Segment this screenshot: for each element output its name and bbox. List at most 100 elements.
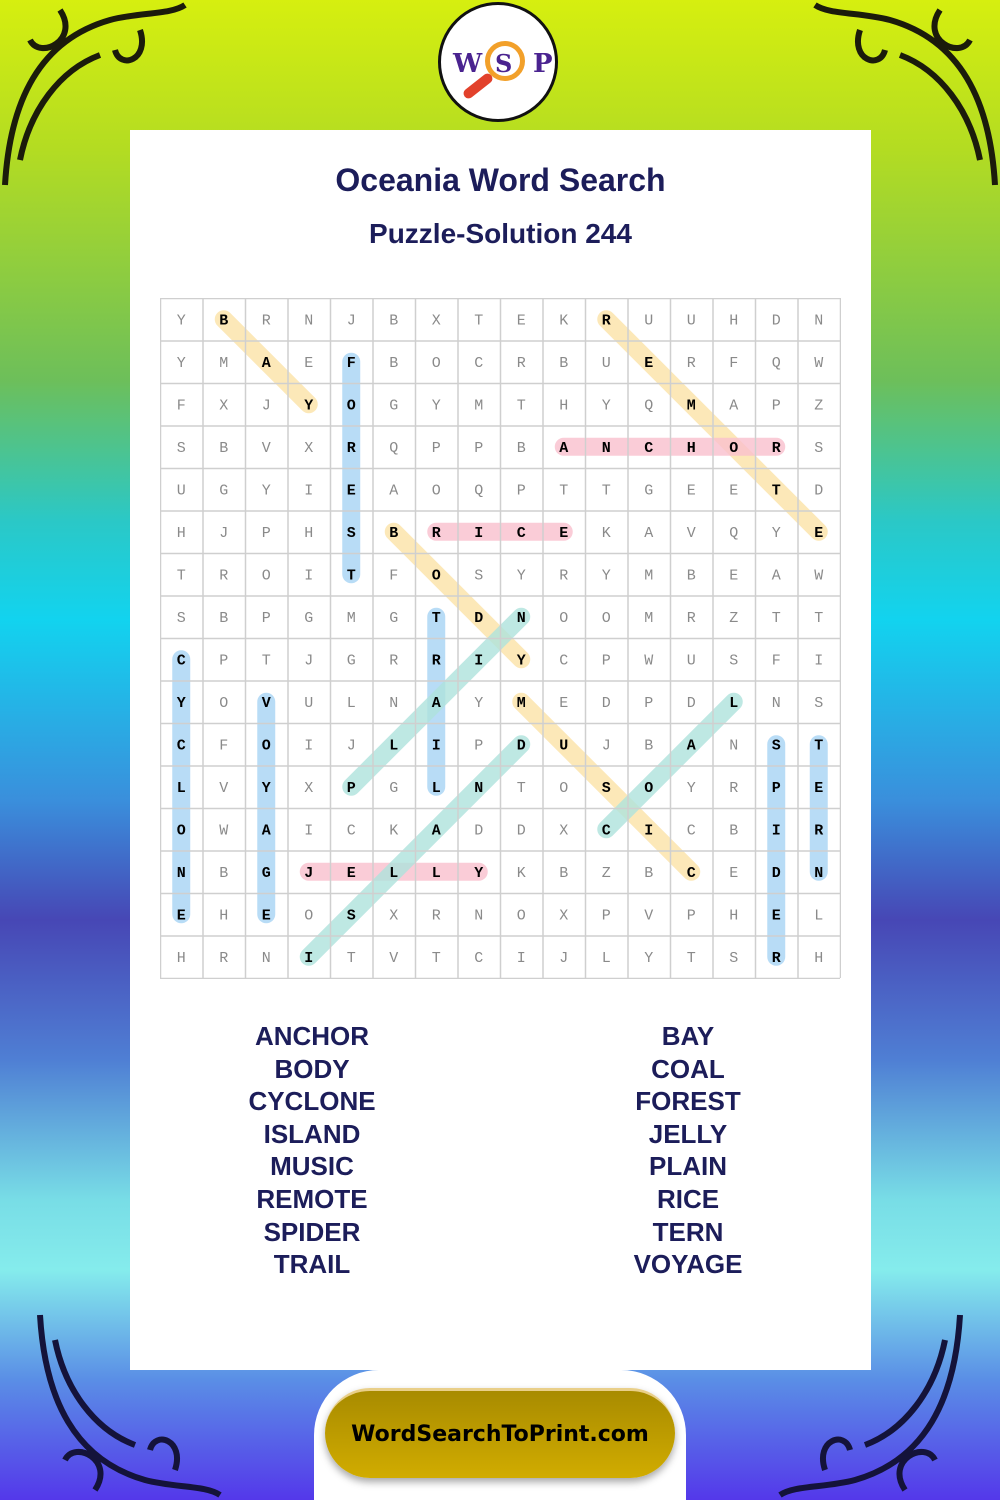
grid-cell-letter[interactable]: B [559,355,568,372]
grid-cell-letter[interactable]: O [432,355,441,372]
grid-cell-letter[interactable]: N [304,312,313,329]
grid-cell-letter[interactable]: Q [644,397,653,414]
grid-cell-letter[interactable]: I [432,737,441,754]
grid-cell-letter[interactable]: B [389,355,398,372]
grid-cell-letter[interactable]: X [304,440,313,457]
grid-cell-letter[interactable]: N [517,610,526,627]
grid-cell-letter[interactable]: Y [772,525,781,542]
grid-cell-letter[interactable]: N [474,907,483,924]
grid-cell-letter[interactable]: T [772,482,781,499]
grid-cell-letter[interactable]: L [729,695,738,712]
grid-cell-letter[interactable]: V [687,525,696,542]
grid-cell-letter[interactable]: M [517,695,526,712]
grid-cell-letter[interactable]: Y [304,397,313,414]
grid-cell-letter[interactable]: J [219,525,228,542]
grid-cell-letter[interactable]: O [644,780,653,797]
grid-cell-letter[interactable]: T [814,737,823,754]
grid-cell-letter[interactable]: R [219,950,228,967]
grid-cell-letter[interactable]: R [687,610,696,627]
grid-cell-letter[interactable]: N [262,950,271,967]
grid-cell-letter[interactable]: D [474,822,483,839]
grid-cell-letter[interactable]: E [729,567,738,584]
grid-cell-letter[interactable]: X [304,780,313,797]
grid-cell-letter[interactable]: X [432,312,441,329]
grid-cell-letter[interactable]: R [602,312,611,329]
grid-cell-letter[interactable]: N [602,440,611,457]
grid-cell-letter[interactable]: H [687,440,696,457]
grid-cell-letter[interactable]: B [687,567,696,584]
grid-cell-letter[interactable]: O [262,567,271,584]
grid-cell-letter[interactable]: H [559,397,568,414]
grid-cell-letter[interactable]: A [262,822,271,839]
grid-cell-letter[interactable]: T [687,950,696,967]
grid-cell-letter[interactable]: R [389,652,398,669]
grid-cell-letter[interactable]: G [219,482,228,499]
grid-cell-letter[interactable]: V [644,907,653,924]
grid-cell-letter[interactable]: S [347,907,356,924]
grid-cell-letter[interactable]: L [432,780,441,797]
grid-cell-letter[interactable]: P [772,780,781,797]
grid-cell-letter[interactable]: I [304,822,313,839]
grid-cell-letter[interactable]: S [814,440,823,457]
grid-cell-letter[interactable]: U [177,482,186,499]
grid-cell-letter[interactable]: D [687,695,696,712]
grid-cell-letter[interactable]: Y [177,695,186,712]
grid-cell-letter[interactable]: V [262,440,271,457]
grid-cell-letter[interactable]: L [432,865,441,882]
grid-cell-letter[interactable]: C [347,822,356,839]
grid-cell-letter[interactable]: F [219,737,228,754]
grid-cell-letter[interactable]: U [602,355,611,372]
grid-cell-letter[interactable]: U [687,652,696,669]
grid-cell-letter[interactable]: H [219,907,228,924]
grid-cell-letter[interactable]: H [729,907,738,924]
grid-cell-letter[interactable]: O [262,737,271,754]
grid-cell-letter[interactable]: E [304,355,313,372]
grid-cell-letter[interactable]: S [177,610,186,627]
grid-cell-letter[interactable]: P [687,907,696,924]
grid-cell-letter[interactable]: C [474,950,483,967]
grid-cell-letter[interactable]: S [474,567,483,584]
grid-cell-letter[interactable]: T [517,780,526,797]
grid-cell-letter[interactable]: E [262,907,271,924]
grid-cell-letter[interactable]: Y [474,865,483,882]
grid-cell-letter[interactable]: S [772,737,781,754]
grid-cell-letter[interactable]: I [474,652,483,669]
grid-cell-letter[interactable]: L [177,780,186,797]
grid-cell-letter[interactable]: C [177,652,186,669]
grid-cell-letter[interactable]: T [602,482,611,499]
grid-cell-letter[interactable]: Y [262,482,271,499]
grid-cell-letter[interactable]: P [432,440,441,457]
grid-cell-letter[interactable]: J [304,865,313,882]
grid-cell-letter[interactable]: F [729,355,738,372]
grid-cell-letter[interactable]: T [772,610,781,627]
grid-cell-letter[interactable]: D [517,737,526,754]
grid-cell-letter[interactable]: S [729,652,738,669]
grid-cell-letter[interactable]: I [814,652,823,669]
grid-cell-letter[interactable]: L [389,737,398,754]
grid-cell-letter[interactable]: S [177,440,186,457]
grid-cell-letter[interactable]: R [559,567,568,584]
grid-cell-letter[interactable]: D [602,695,611,712]
grid-cell-letter[interactable]: Q [474,482,483,499]
grid-cell-letter[interactable]: Y [177,312,186,329]
grid-cell-letter[interactable]: B [729,822,738,839]
grid-cell-letter[interactable]: I [304,950,313,967]
grid-cell-letter[interactable]: W [814,567,823,584]
grid-cell-letter[interactable]: E [347,482,356,499]
grid-cell-letter[interactable]: P [644,695,653,712]
grid-cell-letter[interactable]: S [602,780,611,797]
grid-cell-letter[interactable]: Y [432,397,441,414]
grid-cell-letter[interactable]: B [389,525,398,542]
grid-cell-letter[interactable]: P [262,610,271,627]
grid-cell-letter[interactable]: Z [729,610,738,627]
grid-cell-letter[interactable]: R [772,440,781,457]
grid-cell-letter[interactable]: J [262,397,271,414]
grid-cell-letter[interactable]: E [644,355,653,372]
grid-cell-letter[interactable]: N [729,737,738,754]
grid-cell-letter[interactable]: K [517,865,526,882]
grid-cell-letter[interactable]: W [219,822,228,839]
grid-cell-letter[interactable]: O [304,907,313,924]
grid-cell-letter[interactable]: H [729,312,738,329]
grid-cell-letter[interactable]: J [559,950,568,967]
grid-cell-letter[interactable]: A [432,822,441,839]
